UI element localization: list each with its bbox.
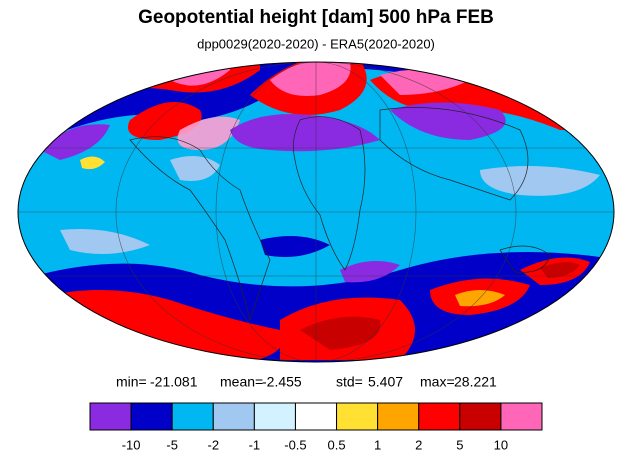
stat-label: mean= xyxy=(220,374,263,390)
colorbar-box xyxy=(336,402,379,431)
colorbar-box xyxy=(377,402,420,431)
colorbar-label: -1 xyxy=(249,437,261,452)
colorbar-box xyxy=(89,402,132,431)
colorbar-box xyxy=(130,402,173,431)
stat-label: std= xyxy=(336,374,363,390)
colorbar-label: 1 xyxy=(374,437,381,452)
colorbar-label: -2 xyxy=(207,437,219,452)
stat-value: 28.221 xyxy=(454,374,497,390)
colorbar-label: -0.5 xyxy=(284,437,306,452)
colorbar-box xyxy=(418,402,461,431)
stat-value: 5.407 xyxy=(368,374,403,390)
colorbar-box xyxy=(500,402,543,431)
colorbar-box xyxy=(459,402,502,431)
colorbar-box xyxy=(212,402,255,431)
stat-label: min= xyxy=(116,374,147,390)
stat-value: -21.081 xyxy=(150,374,198,390)
subtitle: dpp0029(2020-2020) - ERA5(2020-2020) xyxy=(197,36,435,51)
map-field xyxy=(18,62,614,362)
title: Geopotential height [dam] 500 hPa FEB xyxy=(138,7,494,28)
stat-value: -2.455 xyxy=(262,374,302,390)
colorbar-label: -5 xyxy=(166,437,178,452)
colorbar-box xyxy=(294,402,338,431)
colorbar-label: 10 xyxy=(494,437,508,452)
colorbar-label: 5 xyxy=(456,437,463,452)
colorbar-label: 2 xyxy=(415,437,422,452)
stat-label: max= xyxy=(420,374,455,390)
colorbar-label: 0.5 xyxy=(328,437,346,452)
colorbar-label: -10 xyxy=(122,437,141,452)
map-border xyxy=(17,61,615,363)
colorbar-box xyxy=(171,402,214,431)
colorbar-box xyxy=(253,402,296,431)
